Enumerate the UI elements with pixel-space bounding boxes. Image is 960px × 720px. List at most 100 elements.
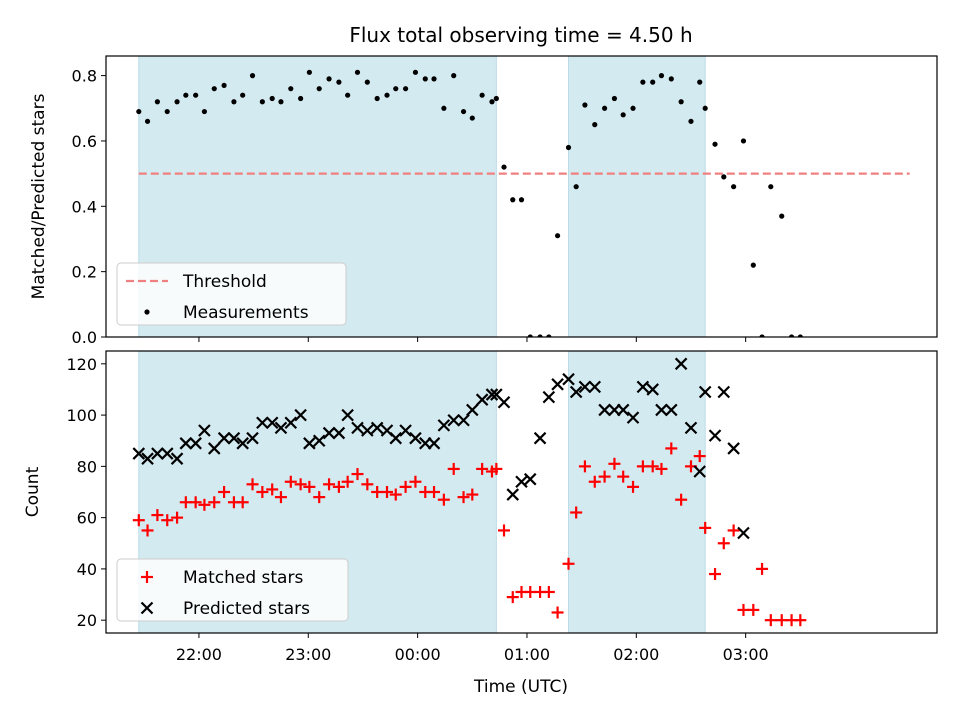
point-x-1-16 [284, 416, 298, 430]
y-tick-label: 100 [66, 406, 97, 425]
point-x-1-49 [588, 380, 602, 394]
observing-interval-1 [568, 55, 706, 338]
point-x-1-29-stroke-b [409, 431, 422, 445]
point-plus-0-7 [198, 498, 211, 511]
point-plus-0-68 [764, 614, 777, 627]
point-x-1-52 [616, 403, 630, 417]
point-plus-0-62 [709, 568, 722, 581]
point-dot-0-10 [231, 99, 237, 105]
point-x-1-47-stroke-b [569, 385, 583, 399]
point-plus-0-2 [151, 509, 164, 522]
point-plus-0-18 [303, 480, 316, 493]
point-plus-0-26 [381, 486, 394, 498]
point-x-1-33-stroke-b [447, 413, 460, 427]
point-x-1-41-stroke-b [515, 475, 528, 489]
point-dot-0-51 [611, 95, 618, 102]
point-plus-0-8 [208, 496, 221, 509]
point-x-1-35-stroke-b [466, 403, 479, 417]
point-dot-0-6 [193, 92, 199, 98]
point-x-1-27 [389, 431, 403, 445]
axes-frame [105, 350, 938, 634]
point-x-1-4 [170, 452, 184, 465]
point-x-1-7 [198, 424, 211, 437]
point-x-1-22 [341, 408, 354, 422]
point-plus-0-29 [409, 475, 422, 488]
point-dot-0-41 [518, 197, 525, 203]
point-dot-0-14 [269, 95, 275, 102]
point-dot-0-5 [183, 92, 189, 98]
point-dot-0-1 [144, 118, 151, 124]
point-plus-0-39 [498, 524, 511, 537]
point-plus-0-21 [332, 480, 345, 493]
point-x-1-35 [466, 403, 479, 417]
point-dot-0-23 [354, 69, 361, 75]
point-x-1-40 [506, 488, 520, 501]
point-plus-0-71 [794, 614, 807, 627]
point-dot-0-8 [211, 86, 217, 92]
point-x-1-21 [332, 426, 346, 440]
point-dot-0-28 [402, 86, 409, 92]
point-x-1-3 [160, 447, 174, 460]
point-dot-0-46 [565, 144, 572, 151]
point-x-1-37 [485, 388, 499, 401]
point-plus-0-38 [490, 462, 503, 475]
point-x-1-0-stroke-b [132, 447, 146, 460]
point-x-1-31-stroke-b [427, 437, 441, 450]
x-tick-label: 01:00 [504, 645, 550, 664]
point-x-1-57-stroke-b [665, 403, 678, 417]
point-x-1-49-stroke-b [588, 380, 602, 394]
x-tick-label: 23:00 [285, 645, 331, 664]
point-x-1-42-stroke-b [523, 472, 537, 486]
point-dot-0-65 [740, 138, 747, 144]
point-dot-0-21 [336, 79, 342, 85]
chart-title: Flux total observing time = 4.50 h [349, 23, 692, 47]
point-x-1-5 [179, 437, 193, 450]
point-plus-0-27 [389, 488, 402, 501]
point-dot-0-0 [136, 108, 142, 115]
point-x-1-62 [708, 429, 722, 442]
point-x-1-17-stroke-b [294, 408, 307, 422]
point-dot-0-50 [602, 105, 608, 111]
point-dot-0-16 [288, 86, 294, 92]
ratio-panel: 0.0 0.2 0.4 0.6 0.8 Matched/Predicted stars Th… [29, 55, 938, 347]
point-plus-0-3 [161, 514, 174, 527]
point-plus-0-46 [562, 557, 575, 570]
point-plus-0-15 [274, 491, 287, 504]
point-plus-0-12 [246, 478, 259, 491]
point-plus-0-0 [132, 514, 145, 527]
series-layer [136, 69, 803, 337]
point-dot-0-47 [573, 184, 579, 190]
x-tick-label: 00:00 [395, 645, 441, 664]
point-plus-0-6 [189, 496, 202, 509]
point-x-1-41 [515, 475, 528, 489]
point-x-1-23 [351, 421, 364, 435]
point-x-1-60 [693, 465, 707, 478]
legend-swatch-dot [144, 309, 150, 315]
point-plus-0-56 [655, 462, 668, 475]
point-plus-0-14 [266, 483, 279, 496]
point-dot-0-42 [527, 334, 533, 337]
point-dot-0-60 [697, 79, 703, 85]
point-plus-0-11 [236, 496, 249, 509]
point-x-1-44-stroke-b [542, 390, 556, 404]
point-x-1-53 [626, 411, 640, 424]
point-x-1-55 [646, 383, 659, 396]
point-x-1-22-stroke-b [341, 408, 354, 422]
point-x-1-56 [655, 403, 668, 417]
point-x-1-50 [598, 403, 611, 417]
point-dot-0-43 [537, 334, 543, 337]
point-x-1-26-stroke-b [380, 424, 394, 437]
point-dot-0-13 [259, 99, 265, 105]
point-x-1-20 [322, 426, 336, 440]
point-x-1-57 [665, 403, 678, 417]
point-x-1-6 [189, 437, 202, 450]
point-x-1-58 [674, 357, 688, 371]
point-x-1-61 [698, 385, 712, 399]
point-x-1-7-stroke-b [198, 424, 211, 437]
y-tick-label: 20 [77, 611, 97, 630]
point-plus-0-61 [699, 521, 712, 534]
legend-label: Threshold [182, 272, 267, 292]
point-x-1-32-stroke-b [437, 419, 451, 432]
point-x-1-39 [497, 395, 511, 409]
